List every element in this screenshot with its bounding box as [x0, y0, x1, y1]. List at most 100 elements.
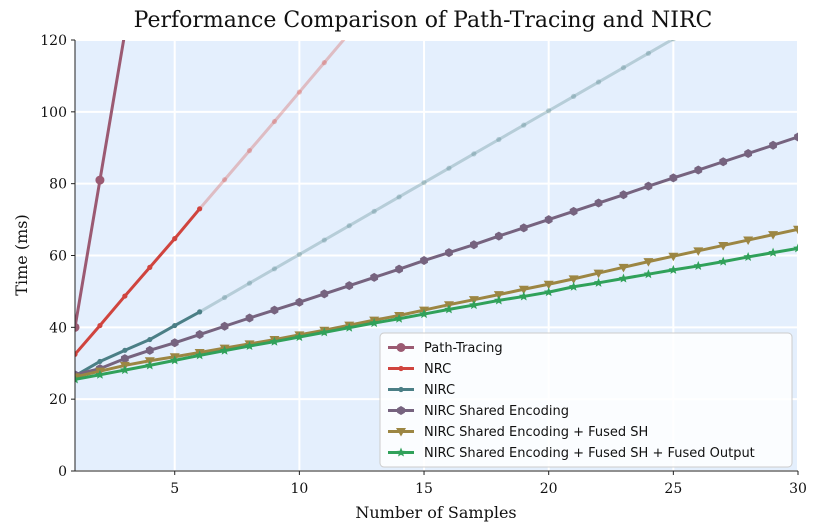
data-point-nirc-shared-encoding — [794, 132, 798, 142]
data-point-nirc-shared-encoding — [345, 281, 354, 291]
data-point-nirc-shared-encoding-fused-sh-fused-output — [768, 247, 778, 257]
data-point-nirc-extrapolated — [421, 179, 427, 186]
axes: 5 10 15 20 25 30 0 20 40 60 80 100 120 — [40, 33, 807, 497]
data-point-nirc-shared-encoding-fused-sh-fused-output — [369, 318, 379, 328]
legend-item-nirc-shared-encoding-fused-sh: NIRC Shared Encoding + Fused SH — [388, 425, 648, 440]
legend-swatch-marker — [396, 447, 406, 457]
data-point-nirc-shared-encoding-fused-sh-fused-output — [618, 273, 629, 283]
data-point-nirc-shared-encoding-fused-sh-fused-output — [469, 300, 479, 310]
legend-item-nrc: NRC — [388, 362, 451, 377]
data-point-nirc-shared-encoding — [669, 173, 678, 183]
data-point-nirc-shared-encoding-fused-sh-fused-output — [494, 295, 504, 305]
data-point-nirc-shared-encoding-fused-sh-fused-output — [793, 243, 798, 253]
data-point-nirc-shared-encoding-fused-sh-fused-output — [219, 345, 230, 355]
data-point-nirc-shared-encoding-fused-sh-fused-output — [519, 291, 529, 301]
data-point-nirc-shared-encoding-fused-sh-fused-output — [319, 327, 330, 337]
data-point-nirc-shared-encoding-fused-sh-fused-output — [743, 251, 753, 261]
data-point-nirc-shared-encoding — [594, 198, 603, 208]
series-nirc-shared-encoding — [75, 132, 798, 380]
data-point-nirc — [97, 358, 103, 365]
x-tick-label: 20 — [540, 481, 558, 497]
data-point-nirc — [122, 347, 128, 353]
data-point-nirc-shared-encoding — [395, 264, 403, 274]
data-point-nirc-shared-encoding — [120, 354, 129, 364]
data-point-nirc-shared-encoding-fused-sh-fused-output — [419, 309, 429, 319]
data-point-nirc-extrapolated — [346, 223, 352, 229]
y-tick-label: 100 — [40, 105, 67, 121]
data-point-nirc-shared-encoding-fused-sh-fused-output — [145, 360, 155, 370]
legend-swatch-marker — [397, 406, 405, 415]
data-point-nirc-shared-encoding-fused-sh-fused-output — [593, 277, 604, 287]
data-point-nirc-extrapolated — [321, 237, 327, 243]
data-point-nirc — [172, 322, 178, 329]
x-axis-label: Number of Samples — [355, 503, 516, 522]
data-point-nirc-shared-encoding — [494, 231, 503, 241]
legend-swatch-marker — [396, 343, 406, 352]
data-point-nrc-extrapolated — [372, 1, 377, 6]
data-point-path-tracing — [120, 28, 129, 37]
legend-item-nirc-shared-encoding-fused-sh-fused-output: NIRC Shared Encoding + Fused SH + Fused … — [388, 446, 755, 461]
data-point-nirc-shared-encoding-fused-sh-fused-output — [169, 355, 180, 365]
x-tick-label: 5 — [170, 481, 179, 497]
series-nirc-shared-encoding-fused-sh-fused-output — [75, 243, 798, 384]
data-point-nirc-extrapolated — [670, 40, 676, 42]
data-point-nirc-extrapolated — [645, 50, 652, 56]
data-point-nirc-shared-encoding-fused-sh — [518, 285, 529, 295]
data-point-nrc — [197, 206, 203, 212]
legend-swatch-marker — [396, 428, 406, 437]
data-point-nirc-shared-encoding — [744, 149, 753, 158]
data-point-nirc-shared-encoding — [270, 305, 279, 315]
data-point-nirc-shared-encoding-fused-sh-fused-output — [269, 336, 280, 346]
data-point-nirc-shared-encoding-fused-sh-fused-output — [718, 256, 728, 266]
data-point-nirc-extrapolated — [595, 79, 602, 85]
data-point-nirc-shared-encoding-fused-sh-fused-output — [444, 304, 454, 314]
x-tick-label: 30 — [789, 481, 807, 497]
legend-item-nirc-shared-encoding: NIRC Shared Encoding — [388, 404, 569, 419]
data-point-nirc-shared-encoding-fused-sh — [693, 247, 704, 256]
legend-label: NIRC Shared Encoding + Fused SH + Fused … — [424, 446, 755, 461]
y-tick-label: 80 — [49, 177, 67, 193]
data-point-nirc-extrapolated — [546, 108, 552, 114]
x-tick-label: 25 — [664, 481, 682, 497]
legend-label: Path-Tracing — [424, 341, 503, 356]
data-point-nirc — [197, 309, 203, 315]
legend-label: NRC — [424, 362, 451, 377]
legend-swatch-marker — [398, 386, 404, 393]
legend-swatch-marker — [398, 365, 404, 372]
y-tick-label: 60 — [49, 249, 67, 265]
legend: Path-Tracing NRC NIRC NIRC Shared Encoding N… — [379, 332, 793, 468]
data-point-nirc-shared-encoding — [619, 190, 628, 200]
data-point-nirc-shared-encoding-fused-sh-fused-output — [394, 313, 404, 323]
series-line-nirc-shared-encoding-fused-sh-fused-output — [75, 246, 798, 381]
series-group — [75, 1, 798, 384]
data-point-nrc — [172, 236, 178, 242]
data-point-nirc-shared-encoding-fused-sh-fused-output — [75, 374, 80, 384]
data-point-nirc-shared-encoding-fused-sh-fused-output — [543, 287, 554, 297]
data-point-nirc-shared-encoding-fused-sh — [718, 241, 729, 251]
legend-box — [379, 332, 793, 468]
y-tick-label: 40 — [49, 320, 67, 336]
data-point-nrc-extrapolated — [246, 148, 253, 154]
data-point-nrc — [75, 351, 78, 357]
series-line-nrc-extrapolated — [198, 40, 346, 210]
x-tick-label: 15 — [415, 481, 433, 497]
data-point-nrc-extrapolated — [221, 177, 228, 183]
y-tick-label: 20 — [49, 392, 67, 408]
series-line-nirc-shared-encoding — [75, 135, 798, 377]
x-tick-label: 10 — [290, 481, 308, 497]
data-point-nirc-shared-encoding — [544, 215, 553, 225]
data-point-nirc-extrapolated — [446, 165, 452, 171]
data-point-nirc-shared-encoding-fused-sh-fused-output — [294, 332, 305, 342]
data-point-nrc — [122, 293, 128, 299]
data-point-nirc-shared-encoding-fused-sh-fused-output — [668, 264, 679, 274]
data-point-nirc-shared-encoding-fused-sh — [618, 263, 629, 273]
y-axis-label: Time (ms) — [12, 214, 31, 295]
data-point-nrc-extrapolated — [296, 89, 302, 95]
data-point-nirc-shared-encoding — [320, 289, 329, 299]
data-point-nirc-shared-encoding — [245, 313, 254, 323]
data-point-nirc-shared-encoding-fused-sh — [643, 258, 654, 267]
data-point-nirc-extrapolated — [246, 280, 253, 286]
data-point-nirc-shared-encoding — [145, 345, 154, 355]
data-point-nirc-shared-encoding-fused-sh-fused-output — [344, 322, 354, 332]
